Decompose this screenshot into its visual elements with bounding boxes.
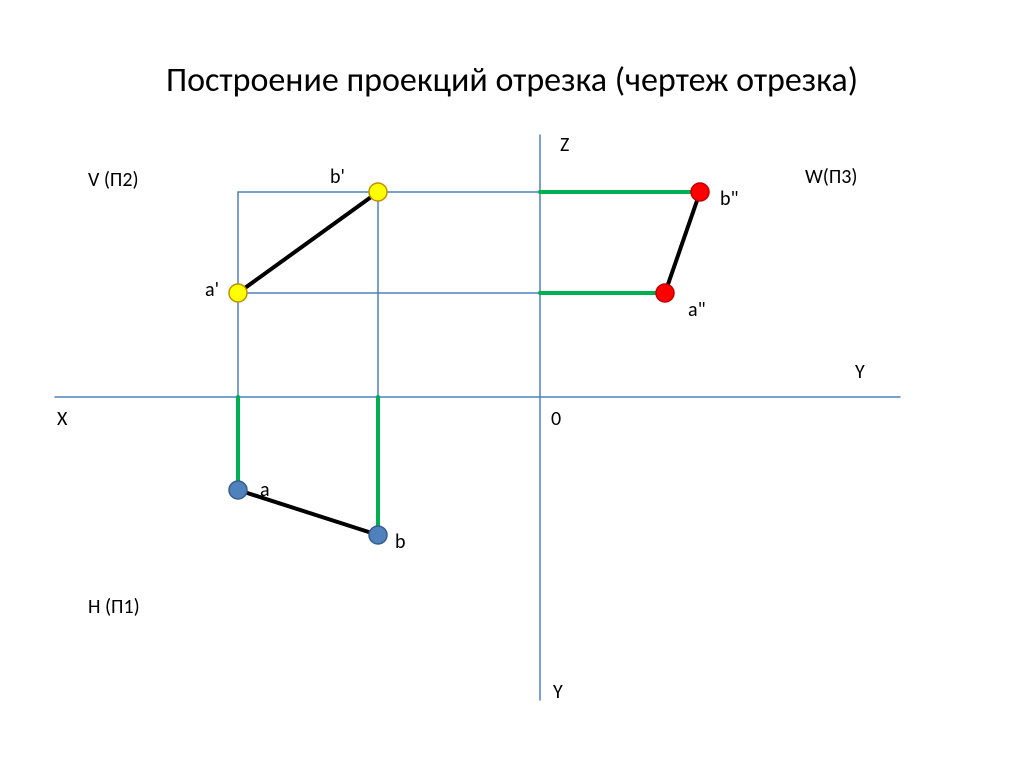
axis-label-2: Y	[553, 680, 563, 704]
point-a_prime	[229, 284, 247, 302]
segment-1	[238, 490, 378, 535]
projection-diagram	[0, 0, 1024, 768]
axis-label-0: Z	[560, 133, 569, 157]
axis-label-3: X	[57, 407, 67, 431]
point-a_dprime	[656, 284, 674, 302]
point-label-2: b"	[720, 187, 739, 211]
segment-2	[665, 192, 700, 293]
point-b_prime	[369, 183, 387, 201]
axis-label-4: 0	[551, 407, 561, 431]
point-label-1: a'	[205, 278, 219, 302]
point-b	[369, 526, 387, 544]
point-label-5: b	[395, 530, 406, 554]
plane-label-2: H (П1)	[88, 595, 140, 619]
plane-label-1: W(П3)	[805, 165, 858, 189]
point-label-3: a"	[688, 298, 706, 322]
point-a	[229, 481, 247, 499]
point-label-0: b'	[330, 165, 345, 189]
point-label-4: a	[260, 478, 270, 502]
plane-label-0: V (П2)	[88, 168, 139, 192]
axis-label-1: Y	[855, 360, 865, 384]
point-b_dprime	[691, 183, 709, 201]
segment-0	[238, 192, 378, 293]
